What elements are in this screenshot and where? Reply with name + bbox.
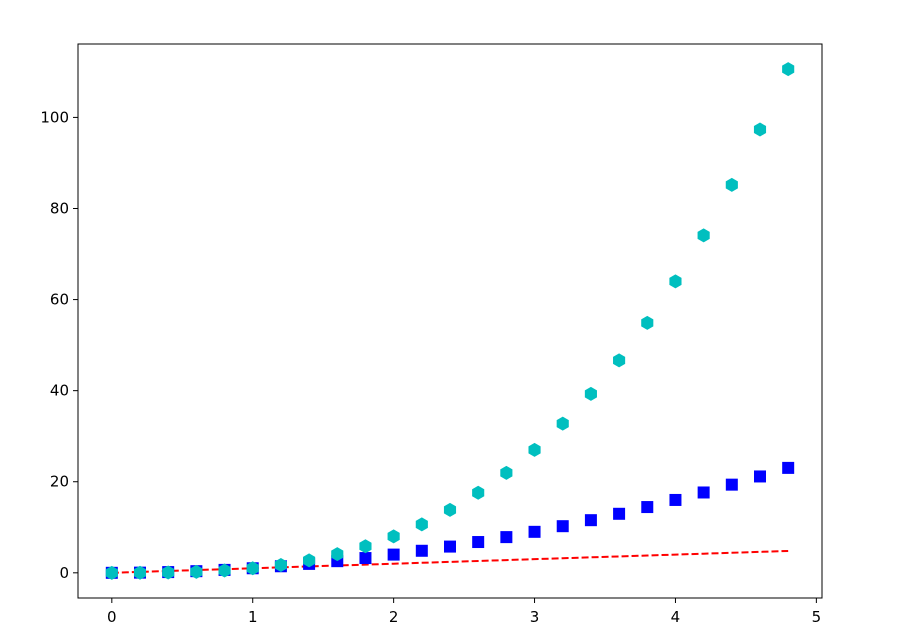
square-marker [782, 461, 795, 474]
hexagon-marker [472, 485, 485, 500]
hexagon-marker [782, 62, 795, 77]
square-marker [444, 540, 456, 553]
hexagon-marker [359, 539, 372, 554]
x-tick-label: 5 [812, 608, 822, 626]
plot-frame [77, 43, 823, 599]
hexagon-marker [218, 563, 231, 578]
square-marker [697, 486, 710, 499]
x-tick-label: 1 [248, 608, 258, 626]
square-marker [613, 507, 626, 520]
square-marker [641, 501, 654, 514]
hexagon-marker [584, 386, 597, 401]
hexagon-marker [246, 561, 259, 576]
square-marker [754, 470, 766, 483]
y-tick-label: 0 [59, 564, 69, 582]
square-marker [528, 525, 541, 538]
square-marker [669, 493, 682, 506]
hexagon-marker [725, 177, 738, 192]
square-marker [387, 548, 400, 561]
square-marker [584, 514, 597, 527]
hexagon-marker [641, 315, 654, 330]
square-marker [556, 520, 569, 533]
hexagon-marker [303, 553, 316, 568]
hexagon-marker [613, 353, 626, 368]
line [111, 549, 789, 574]
y-tick-label: 40 [50, 382, 69, 400]
y-tick-label: 60 [50, 291, 69, 309]
hexagon-marker [190, 564, 203, 579]
x-tick-label: 2 [389, 608, 399, 626]
y-tick-label: 80 [50, 199, 69, 217]
x-tick-label: 0 [107, 608, 117, 626]
square-marker [359, 552, 372, 565]
hexagon-marker [105, 565, 118, 580]
hexagon-marker [133, 565, 147, 580]
hexagon-marker [697, 228, 710, 243]
hexagon-marker [274, 557, 287, 572]
square-marker [415, 544, 428, 557]
x-tick-label: 4 [671, 608, 681, 626]
hexagon-marker [669, 274, 682, 289]
y-tick-label: 100 [40, 108, 69, 126]
square-marker [472, 536, 485, 549]
hexagon-marker [500, 465, 513, 480]
square-marker [500, 531, 513, 544]
y-tick-label: 20 [50, 473, 69, 491]
hexagon-marker [528, 442, 541, 457]
hexagon-marker [387, 529, 400, 544]
hexagon-marker [443, 502, 457, 517]
square-marker [725, 478, 738, 491]
hexagon-marker [331, 547, 344, 562]
hexagon-marker [753, 122, 767, 137]
hexagon-marker [162, 565, 175, 580]
hexagon-marker [415, 517, 428, 532]
hexagon-marker [556, 416, 569, 431]
x-tick-label: 3 [530, 608, 540, 626]
